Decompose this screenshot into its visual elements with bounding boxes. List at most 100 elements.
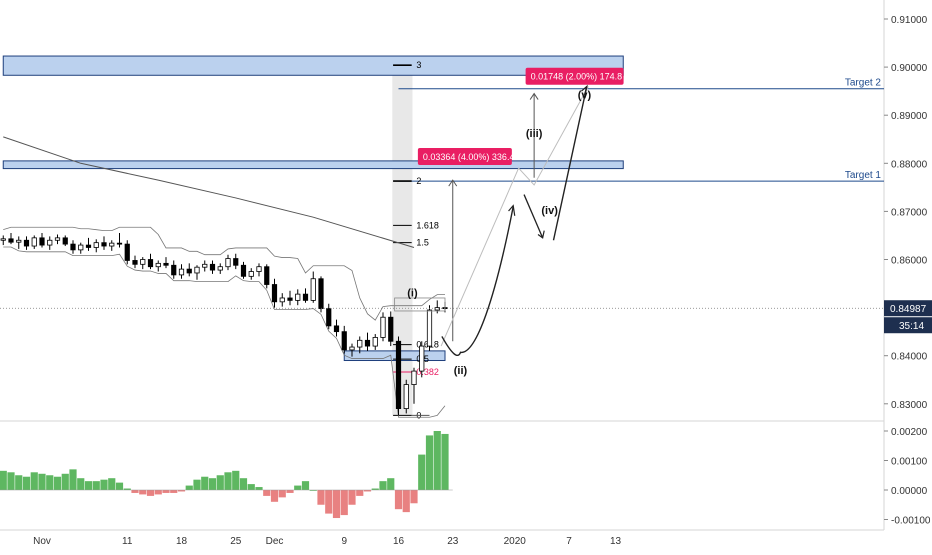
candle-body: [147, 259, 154, 268]
time-tick-label: Nov: [33, 536, 51, 547]
fib-level-label: 3: [416, 60, 421, 70]
time-tick-label: 2020: [504, 536, 527, 547]
oscillator-bar: [61, 473, 69, 490]
oscillator-bar: [131, 490, 139, 493]
candle-body: [372, 337, 378, 347]
oscillator-bar: [53, 476, 62, 490]
measure-arrow-1-head: [448, 179, 458, 187]
oscillator-bar: [232, 470, 240, 490]
oscillator-bar: [201, 476, 209, 490]
time-tick-label: 9: [341, 536, 347, 547]
oscillator-bar: [425, 435, 434, 490]
candle-body: [426, 309, 433, 347]
candle-body: [318, 278, 324, 309]
fib-level-label: 1.5: [416, 238, 429, 248]
candle-body: [140, 259, 146, 265]
oscillator-bar: [216, 475, 224, 490]
candle-body: [364, 339, 371, 347]
candle-body: [186, 268, 192, 274]
fib-level-label: 0.382: [416, 367, 439, 377]
oscillator-bar: [325, 490, 333, 514]
candle-body: [155, 262, 161, 268]
candle-body: [101, 242, 107, 247]
oscillator-bar: [278, 490, 286, 498]
wave-ii-iii-path: [441, 206, 514, 357]
candle-body: [62, 237, 68, 245]
oscillator-bar: [123, 488, 131, 490]
price-tick-label: 0.90000: [891, 63, 928, 74]
candle-body: [357, 339, 363, 348]
time-tick-label: 25: [230, 536, 242, 547]
wave-label: (iv): [541, 205, 558, 217]
oscillator-bar: [22, 476, 31, 490]
osc-tick-label: 0.00100: [891, 457, 928, 468]
candle-body: [85, 244, 92, 248]
last-price-label: 0.84987: [890, 304, 927, 315]
oscillator-bar: [418, 454, 426, 490]
price-tick-label: 0.87000: [891, 207, 928, 218]
oscillator-bar: [309, 490, 317, 491]
candle-body: [380, 316, 386, 338]
oscillator-bar: [379, 481, 387, 490]
time-tick-label: 13: [610, 536, 622, 547]
candle-body: [209, 263, 216, 271]
candle-body: [124, 243, 130, 261]
oscillator-bar: [317, 490, 325, 505]
oscillator-bar: [115, 482, 124, 490]
osc-tick-label: 0.00000: [891, 486, 928, 497]
oscillator-bar: [15, 475, 23, 490]
measure-label-text: 0.03364 (4.00%) 336.4: [423, 152, 515, 162]
oscillator-bar: [193, 479, 201, 490]
candle-body: [248, 271, 254, 277]
time-tick-label: 7: [566, 536, 572, 547]
candle-body: [116, 242, 123, 245]
countdown-box: [884, 317, 932, 334]
oscillator-bar: [294, 485, 302, 490]
candle-body: [326, 308, 332, 327]
candle-body: [295, 293, 301, 301]
candle-body: [333, 325, 340, 333]
price-tick-label: 0.84000: [891, 352, 928, 363]
lower-band-line: [3, 246, 446, 418]
oscillator-bar: [394, 490, 403, 510]
time-tick-label: Dec: [266, 536, 284, 547]
oscillator-bar: [0, 470, 7, 490]
oscillator-bar: [332, 490, 341, 519]
oscillator-bar: [30, 472, 38, 490]
zone-box: [343, 350, 446, 362]
fib-level-label: 1.618: [416, 220, 439, 230]
oscillator-bar: [92, 481, 100, 490]
candle-body: [47, 239, 53, 246]
wave-label: (iii): [526, 128, 543, 140]
moving-average-line: [3, 136, 415, 248]
candle-body: [403, 384, 409, 410]
zone-box: [2, 55, 624, 76]
oscillator-bar: [139, 490, 147, 495]
candle-body: [264, 266, 270, 285]
candle-body: [419, 345, 425, 372]
oscillator-bar: [69, 469, 77, 490]
candle-body: [349, 346, 355, 351]
candle-body: [23, 239, 30, 247]
time-tick-label: 18: [176, 536, 188, 547]
wave-v-arrow-head: [581, 84, 588, 96]
target-label: Target 1: [845, 170, 882, 181]
measure-label-box: [525, 67, 624, 85]
candle-body: [132, 260, 138, 265]
oscillator-bar: [177, 490, 186, 492]
candle-body: [163, 262, 169, 266]
osc-tick-label: 0.00200: [891, 427, 928, 438]
candle-body: [70, 243, 76, 251]
candle-body: [93, 242, 99, 248]
fib-range-column: [392, 65, 413, 416]
oscillator-bar: [441, 433, 449, 490]
price-tick-label: 0.83000: [891, 400, 928, 411]
oscillator-bar: [356, 490, 364, 496]
oscillator-bar: [270, 490, 279, 502]
oscillator-bar: [410, 490, 418, 504]
candle-body: [233, 258, 239, 266]
countdown-label: 35:14: [899, 321, 924, 332]
candle-body: [54, 237, 61, 241]
